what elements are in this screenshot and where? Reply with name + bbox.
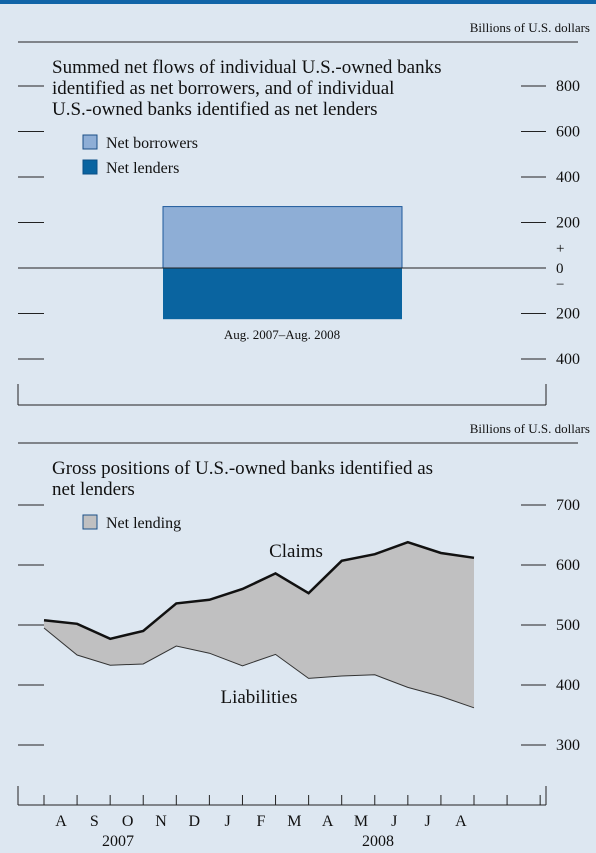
y-tick-label: 200 <box>556 215 580 232</box>
y-tick-label: 600 <box>556 124 580 141</box>
panel1-title-line-2: identified as net borrowers, and of indi… <box>52 78 394 99</box>
month-label: M <box>354 813 368 830</box>
month-label: S <box>90 813 99 830</box>
legend-swatch-net-lending <box>82 514 98 530</box>
panel2-title-line-1: Gross positions of U.S.-owned banks iden… <box>52 458 433 479</box>
legend-swatch-net-lenders <box>82 159 98 175</box>
y-tick-label: 700 <box>556 497 580 514</box>
top-rule <box>0 0 596 4</box>
month-label: A <box>322 813 334 830</box>
series-label-liabilities: Liabilities <box>220 687 297 708</box>
panel2-right-ticks: 700 600 500 400 300 <box>521 497 580 754</box>
plus-sign: + <box>556 241 564 257</box>
legend-label-net-borrowers: Net borrowers <box>106 135 198 152</box>
panel2-area <box>43 540 475 709</box>
panel1-left-ticks <box>18 85 44 360</box>
series-label-claims: Claims <box>269 541 323 562</box>
panel2-left-ticks <box>18 504 44 746</box>
month-label: F <box>257 813 266 830</box>
year-label-2007: 2007 <box>102 833 134 850</box>
bar-net-lenders <box>163 268 402 320</box>
bar-category-label: Aug. 2007–Aug. 2008 <box>224 327 340 342</box>
month-label: J <box>425 813 431 830</box>
liabilities-line <box>43 627 475 709</box>
panel1-title-line-1: Summed net flows of individual U.S.-owne… <box>52 57 441 78</box>
month-label: J <box>225 813 231 830</box>
month-label: A <box>455 813 467 830</box>
net-flows-panel: Billions of U.S. dollars 800 600 400 200 +0−… <box>17 20 590 406</box>
panel2-x-ticks <box>43 795 541 805</box>
month-label: N <box>155 813 167 830</box>
panel2-title-line-2: net lenders <box>52 479 135 500</box>
year-label-2008: 2008 <box>362 833 394 850</box>
y-tick-label: 400 <box>556 677 580 694</box>
month-label: M <box>287 813 301 830</box>
month-label: D <box>189 813 201 830</box>
gross-positions-panel: Billions of U.S. dollars 700 600 500 400 300… <box>17 421 590 850</box>
y-tick-label: 300 <box>556 737 580 754</box>
month-label: A <box>55 813 67 830</box>
minus-sign: − <box>556 277 564 293</box>
panel1-title-line-3: U.S.-owned banks identified as net lende… <box>52 99 378 120</box>
claims-line <box>43 540 475 641</box>
panel1-bars <box>162 206 403 320</box>
y-tick-label: 0 <box>556 261 564 277</box>
y-tick-label: 400 <box>556 169 580 186</box>
y-tick-label: 200 <box>556 306 580 323</box>
y-tick-label: 400 <box>556 351 580 368</box>
panel1-units-label: Billions of U.S. dollars <box>470 20 590 35</box>
y-tick-label: 600 <box>556 557 580 574</box>
legend-label-net-lenders: Net lenders <box>106 160 179 177</box>
y-tick-label: 800 <box>556 78 580 95</box>
net-lending-area <box>44 542 474 708</box>
legend-label-net-lending: Net lending <box>106 515 181 532</box>
bar-net-borrowers <box>162 206 403 269</box>
y-tick-label: 500 <box>556 617 580 634</box>
panel1-right-ticks: 800 600 400 200 +0− 200 400 <box>521 78 580 368</box>
panel2-units-label: Billions of U.S. dollars <box>470 421 590 436</box>
month-label: O <box>122 813 134 830</box>
month-label: J <box>391 813 397 830</box>
legend-swatch-net-borrowers <box>82 134 98 150</box>
